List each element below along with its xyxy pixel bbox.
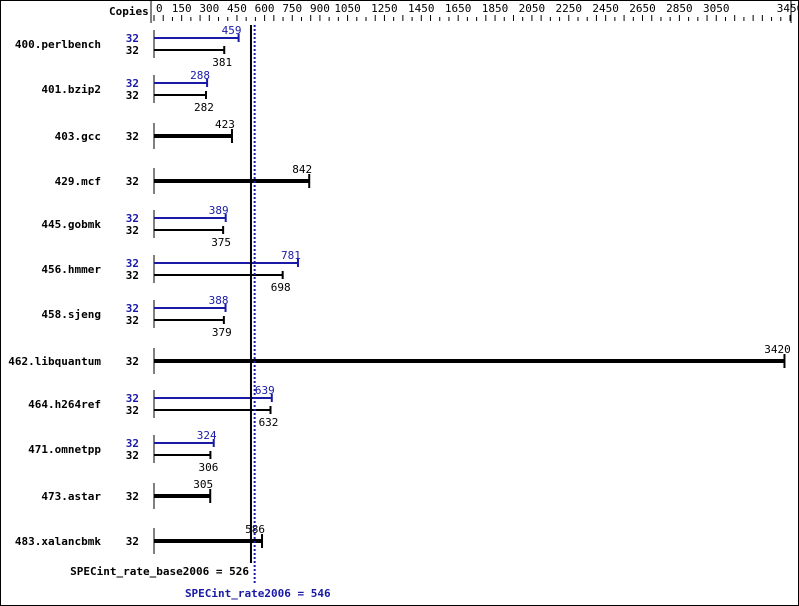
- base-value-label: 3420: [764, 343, 791, 356]
- peak-copies: 32: [126, 32, 139, 45]
- tick-label: 2250: [556, 2, 583, 15]
- peak-value-label: 388: [209, 294, 229, 307]
- peak-summary-label: SPECint_rate2006 = 546: [185, 587, 331, 600]
- benchmark-label: 458.sjeng: [41, 308, 101, 321]
- base-copies: 32: [126, 89, 139, 102]
- tick-label: 750: [282, 2, 302, 15]
- base-copies: 32: [126, 490, 139, 503]
- peak-copies: 32: [126, 257, 139, 270]
- benchmark-label: 401.bzip2: [41, 83, 101, 96]
- tick-label: 1450: [408, 2, 435, 15]
- tick-label: 1650: [445, 2, 472, 15]
- peak-copies: 32: [126, 212, 139, 225]
- base-copies: 32: [126, 449, 139, 462]
- tick-label: 0: [156, 2, 163, 15]
- base-summary-label: SPECint_rate_base2006 = 526: [70, 565, 249, 578]
- base-value-label: 698: [271, 281, 291, 294]
- base-value-label: 381: [212, 56, 232, 69]
- peak-value-label: 324: [197, 429, 217, 442]
- copies-header: Copies: [109, 5, 149, 18]
- base-value-label: 423: [215, 118, 235, 131]
- tick-label: 1850: [482, 2, 509, 15]
- tick-label: 300: [199, 2, 219, 15]
- benchmark-label: 429.mcf: [55, 175, 101, 188]
- peak-copies: 32: [126, 302, 139, 315]
- tick-label: 3450: [777, 2, 798, 15]
- peak-copies: 32: [126, 437, 139, 450]
- benchmark-label: 473.astar: [41, 490, 101, 503]
- benchmark-label: 456.hmmer: [41, 263, 101, 276]
- benchmark-label: 471.omnetpp: [28, 443, 101, 456]
- base-copies: 32: [126, 535, 139, 548]
- tick-label: 600: [255, 2, 275, 15]
- base-value-label: 842: [292, 163, 312, 176]
- base-value-label: 305: [193, 478, 213, 491]
- tick-label: 2850: [666, 2, 693, 15]
- base-copies: 32: [126, 355, 139, 368]
- base-value-label: 282: [194, 101, 214, 114]
- base-value-label: 375: [211, 236, 231, 249]
- tick-label: 150: [172, 2, 192, 15]
- peak-value-label: 459: [222, 24, 242, 37]
- base-copies: 32: [126, 175, 139, 188]
- tick-label: 2450: [592, 2, 619, 15]
- base-value-label: 632: [259, 416, 279, 429]
- tick-label: 900: [310, 2, 330, 15]
- tick-label: 3050: [703, 2, 730, 15]
- peak-copies: 32: [126, 77, 139, 90]
- peak-value-label: 781: [281, 249, 301, 262]
- base-copies: 32: [126, 130, 139, 143]
- benchmark-label: 462.libquantum: [8, 355, 101, 368]
- base-copies: 32: [126, 314, 139, 327]
- base-copies: 32: [126, 269, 139, 282]
- base-copies: 32: [126, 404, 139, 417]
- benchmark-label: 403.gcc: [55, 130, 101, 143]
- peak-value-label: 288: [190, 69, 210, 82]
- tick-label: 2050: [519, 2, 546, 15]
- base-copies: 32: [126, 224, 139, 237]
- tick-label: 1250: [371, 2, 398, 15]
- tick-label: 450: [227, 2, 247, 15]
- base-copies: 32: [126, 44, 139, 57]
- peak-copies: 32: [126, 392, 139, 405]
- tick-label: 1050: [334, 2, 361, 15]
- peak-value-label: 639: [255, 384, 275, 397]
- peak-value-label: 389: [209, 204, 229, 217]
- benchmark-label: 483.xalancbmk: [15, 535, 101, 548]
- tick-label: 2650: [629, 2, 656, 15]
- benchmark-label: 464.h264ref: [28, 398, 101, 411]
- benchmark-label: 445.gobmk: [41, 218, 101, 231]
- base-value-label: 379: [212, 326, 232, 339]
- base-value-label: 306: [198, 461, 218, 474]
- benchmark-label: 400.perlbench: [15, 38, 101, 51]
